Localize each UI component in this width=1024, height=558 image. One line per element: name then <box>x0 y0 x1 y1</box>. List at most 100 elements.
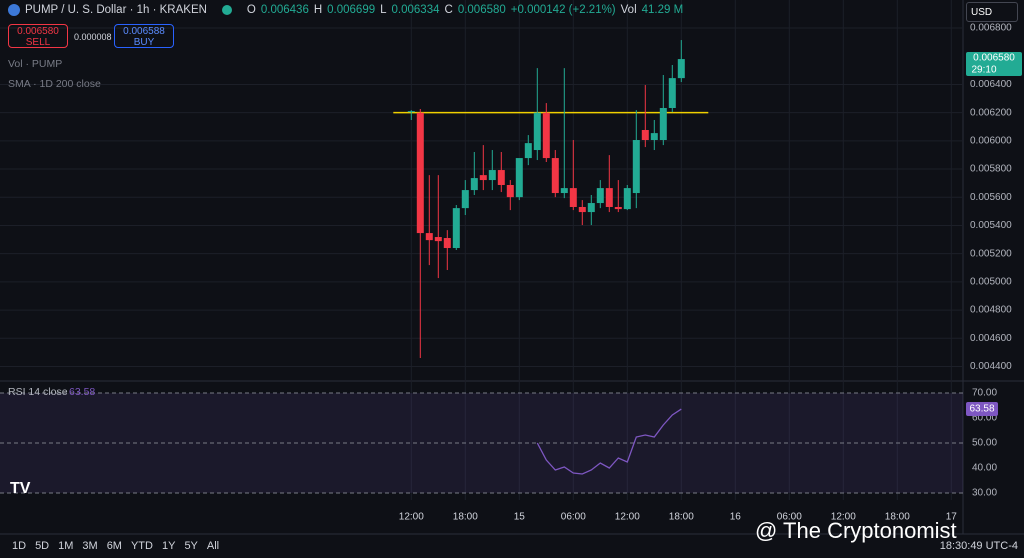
candle-body <box>515 158 523 198</box>
candle-body <box>470 178 478 191</box>
o-key: O <box>246 4 256 16</box>
range-button[interactable]: 5D <box>35 540 50 552</box>
y-tick-label: 0.006400 <box>970 79 1012 90</box>
candle-body <box>479 175 487 181</box>
x-tick-label: 06:00 <box>561 512 586 523</box>
watermark: @ The Cryptonomist <box>755 518 957 543</box>
symbol[interactable]: PUMP / U. S. Dollar · 1h · KRAKEN <box>25 4 207 16</box>
candle-body <box>443 238 451 249</box>
candle-body <box>488 170 496 181</box>
candle-body <box>605 188 613 207</box>
candle-body <box>524 143 532 159</box>
legend: PUMP / U. S. Dollar · 1h · KRAKEN O 0.006… <box>8 4 683 16</box>
candle-body <box>641 130 649 141</box>
y-tick-label: 0.005800 <box>970 164 1012 175</box>
candle-body <box>425 233 433 241</box>
x-tick-label: 12:00 <box>615 512 640 523</box>
y-tick-label: 30.00 <box>972 488 997 499</box>
range-button[interactable]: 1D <box>12 540 27 552</box>
countdown: 29:10 <box>971 65 996 76</box>
rsi-tag-value: 63.58 <box>969 404 994 415</box>
candle-body <box>497 170 505 185</box>
rsi-tag <box>966 402 998 416</box>
rsi-band <box>0 393 963 493</box>
indicator-sma[interactable]: SMA · 1D 200 close <box>8 78 101 90</box>
candle-body <box>551 158 559 194</box>
h-val: 0.006699 <box>327 4 376 16</box>
candle-body <box>677 59 685 79</box>
buy-button[interactable]: 0.006588 BUY <box>114 24 174 48</box>
x-tick-label: 15 <box>514 512 526 523</box>
clock: 18:30:49 UTC-4 <box>940 540 1018 552</box>
candle-body <box>623 188 631 210</box>
range-button[interactable]: 6M <box>106 540 122 552</box>
sell-price: 0.006580 <box>17 26 59 37</box>
candle-body <box>452 208 460 249</box>
range-button[interactable]: 1Y <box>161 540 176 552</box>
candle-body <box>542 112 550 159</box>
candle-body <box>560 188 568 194</box>
rsi-value: 63.58 <box>69 386 95 398</box>
y-tick-label: 60.00 <box>972 413 997 424</box>
y-tick-label: 0.004800 <box>970 305 1012 316</box>
candle-body <box>614 206 622 210</box>
y-tick-label: 70.00 <box>972 388 997 399</box>
vol-key: Vol <box>620 4 637 16</box>
status-dot <box>221 5 232 15</box>
y-tick-label: 0.005000 <box>970 277 1012 288</box>
x-tick-label: 18:00 <box>453 512 478 523</box>
x-tick-label: 16 <box>730 512 742 523</box>
candle-body <box>587 203 595 213</box>
x-tick-label: 18:00 <box>669 512 694 523</box>
indicator-vol[interactable]: Vol · PUMP <box>8 58 63 70</box>
range-button[interactable]: 1M <box>58 540 74 552</box>
change: +0.000142 (+2.21%) <box>510 4 616 16</box>
candle-body <box>668 78 676 109</box>
last-price-tag <box>966 52 1022 76</box>
candle-body <box>506 184 514 198</box>
rsi-line <box>536 408 682 475</box>
y-tick-label: 0.005600 <box>970 192 1012 203</box>
candle-body <box>434 237 442 242</box>
candle-body <box>578 206 586 213</box>
candle-body <box>533 112 541 151</box>
range-button[interactable]: YTD <box>130 540 153 552</box>
y-tick-label: 0.005400 <box>970 220 1012 231</box>
y-tick-label: 50.00 <box>972 438 997 449</box>
vol: 41.29 M <box>641 4 684 16</box>
flag-icon <box>8 4 20 16</box>
c-key: C <box>444 4 453 16</box>
o-val: 0.006436 <box>260 4 309 16</box>
y-tick-label: 40.00 <box>972 463 997 474</box>
x-tick-label: 18:00 <box>885 512 910 523</box>
currency-button[interactable]: USD <box>966 2 1018 22</box>
range-button[interactable]: 3M <box>82 540 98 552</box>
l-key: L <box>380 4 387 16</box>
range-button[interactable]: 5Y <box>184 540 198 552</box>
candle-body <box>461 190 469 209</box>
logo: TV <box>10 480 31 497</box>
buy-price: 0.006588 <box>123 26 165 37</box>
rsi-title: RSI 14 close <box>8 386 68 398</box>
sell-label: SELL <box>25 37 51 48</box>
c-val: 0.006580 <box>457 4 506 16</box>
candle-body <box>596 188 604 204</box>
candle-body <box>650 133 658 141</box>
candle-body <box>407 111 415 113</box>
spread: 0.000008 <box>74 32 112 42</box>
y-tick-label: 0.004400 <box>970 361 1012 372</box>
toolbar: 1D 5D 1M 3M 6M YTD 1Y 5Y All <box>0 534 1024 558</box>
y-tick-label: 0.006200 <box>970 107 1012 118</box>
buy-label: BUY <box>133 37 155 48</box>
sell-button[interactable]: 0.006580 SELL <box>8 24 68 48</box>
range-button[interactable]: All <box>206 540 220 552</box>
y-tick-label: 0.006000 <box>970 136 1012 147</box>
candle-body <box>416 112 424 234</box>
h-key: H <box>313 4 323 16</box>
candle-body <box>569 188 577 207</box>
x-tick-label: 12:00 <box>831 512 856 523</box>
y-tick-label: 0.005200 <box>970 248 1012 259</box>
y-tick-label: 0.004600 <box>970 333 1012 344</box>
